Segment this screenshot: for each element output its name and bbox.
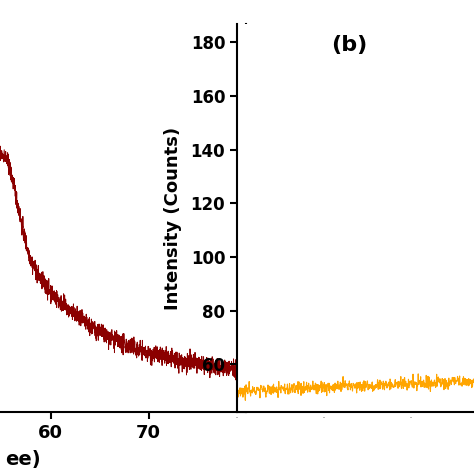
Y-axis label: Intensity (Counts): Intensity (Counts) — [164, 127, 182, 310]
Text: (b): (b) — [331, 36, 367, 55]
Text: ee): ee) — [5, 450, 40, 469]
